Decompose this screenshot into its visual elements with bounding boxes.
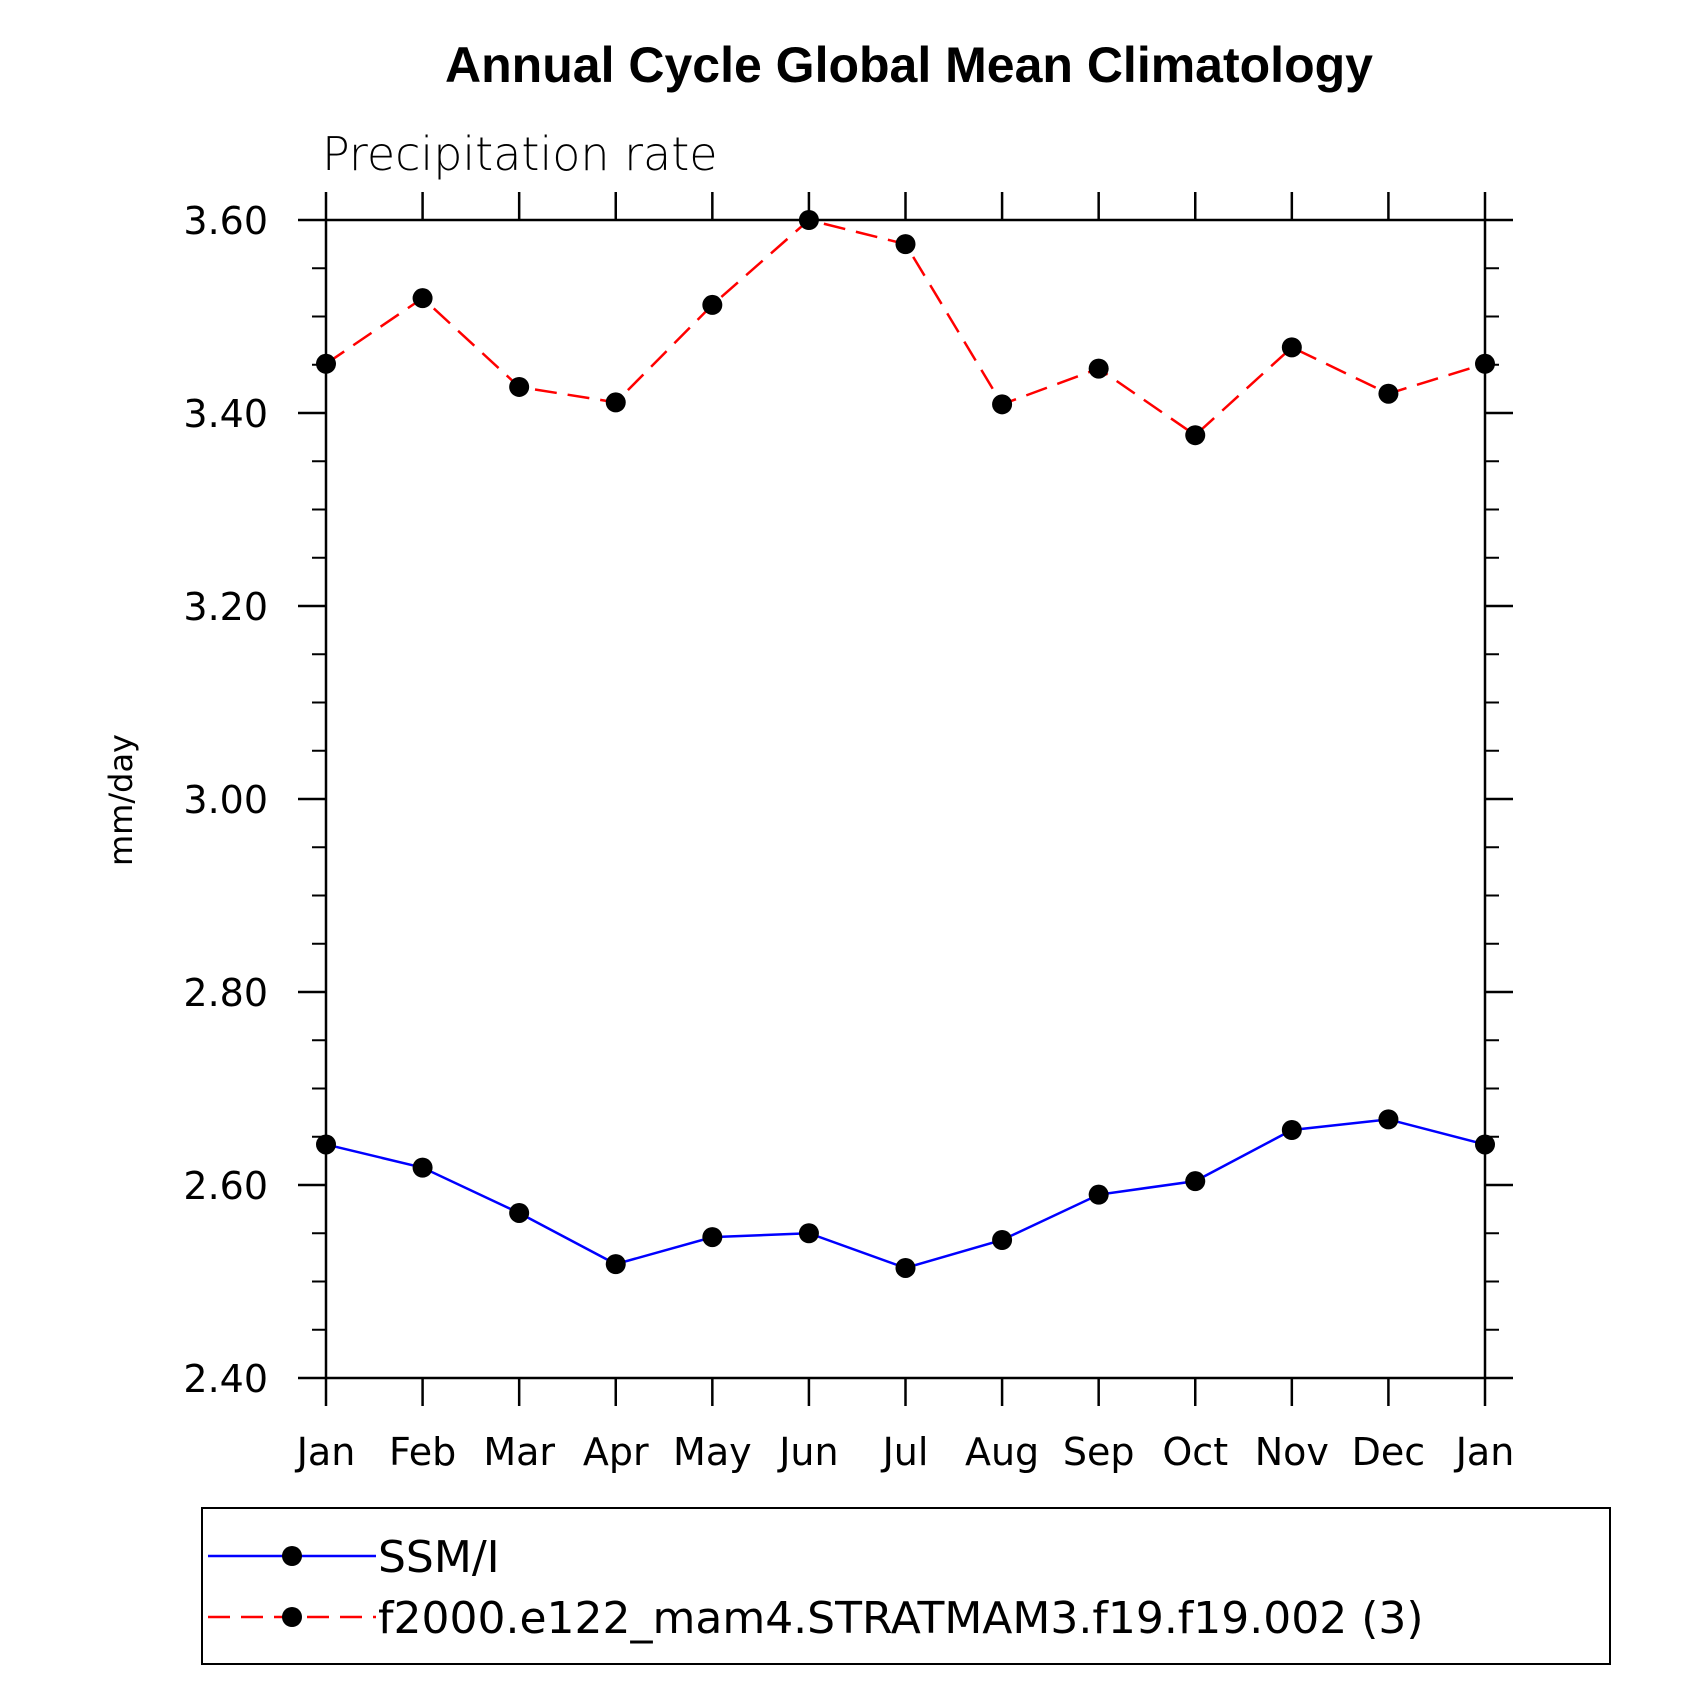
series-1-point [412, 1157, 433, 1178]
series-1-point [1475, 1134, 1495, 1155]
x-tick-label: Feb [389, 1430, 456, 1474]
legend-marker-2 [282, 1607, 302, 1627]
legend-label-1: SSM/I [378, 1532, 500, 1583]
series-line-1 [325, 1118, 1486, 1270]
x-tick-label: Jan [295, 1430, 356, 1474]
series-2-point [1378, 383, 1399, 404]
plot-axes: Jan Feb Mar Apr May Jun Jul Aug Sep Oct Nov Dec Jan 2… [183, 192, 1514, 1474]
legend-marker-1 [282, 1546, 302, 1566]
series-2-point [605, 392, 626, 413]
chart-title: Annual Cycle Global Mean Climatology [445, 37, 1373, 93]
series-1-point [895, 1257, 916, 1278]
x-tick-label: Jul [881, 1430, 929, 1474]
y-tick-label: 2.60 [183, 1164, 268, 1208]
y-tick-label: 2.40 [183, 1357, 268, 1401]
x-tick-label: Jan [1454, 1430, 1515, 1474]
x-tick-label: Dec [1352, 1430, 1426, 1474]
legend-box [201, 1507, 1611, 1665]
y-tick-label: 2.80 [183, 971, 268, 1015]
series-1-point [798, 1223, 819, 1244]
series-1-point [605, 1254, 626, 1275]
series-2-point [992, 394, 1013, 415]
chart-subtitle: Precipitation rate [322, 127, 718, 181]
series-1-point [509, 1202, 530, 1223]
x-tick-label: Apr [583, 1430, 649, 1474]
series-2-point [1088, 358, 1109, 379]
x-tick-label: Aug [965, 1430, 1039, 1474]
x-tick-label: Mar [483, 1430, 555, 1474]
series-1-point [316, 1134, 336, 1155]
series-1-point [702, 1227, 723, 1248]
x-tick-label: Jun [777, 1430, 838, 1474]
series-1-point [1281, 1119, 1302, 1140]
x-tick-label: Oct [1162, 1430, 1228, 1474]
series-1-point [1088, 1184, 1109, 1205]
y-axis-label: mm/day [102, 734, 140, 866]
y-tick-label: 3.00 [183, 778, 268, 822]
x-tick-label: Nov [1255, 1430, 1329, 1474]
series-2-point [316, 353, 336, 374]
legend: SSM/I f2000.e122_mam4.STRATMAM3.f19.f19.0… [201, 1507, 1611, 1665]
series-1-point [1185, 1171, 1206, 1192]
series-2-point [1475, 353, 1495, 374]
series-2-point [798, 210, 819, 230]
series-2-point [895, 234, 916, 255]
series-2-point [412, 288, 433, 309]
series-2-point [1281, 337, 1302, 358]
x-tick-label: May [673, 1430, 752, 1474]
y-tick-label: 3.60 [183, 199, 268, 243]
series-1-point [1378, 1109, 1399, 1130]
y-tick-label: 3.20 [183, 585, 268, 629]
series-2-point [509, 376, 530, 397]
legend-label-2: f2000.e122_mam4.STRATMAM3.f19.f19.002 (3… [378, 1593, 1424, 1644]
series-2-point [702, 294, 723, 315]
series-layer [316, 210, 1495, 1278]
series-1-point [992, 1230, 1013, 1251]
series-2-point [1185, 425, 1206, 446]
y-tick-label: 3.40 [183, 392, 268, 436]
x-tick-label: Sep [1063, 1430, 1135, 1474]
